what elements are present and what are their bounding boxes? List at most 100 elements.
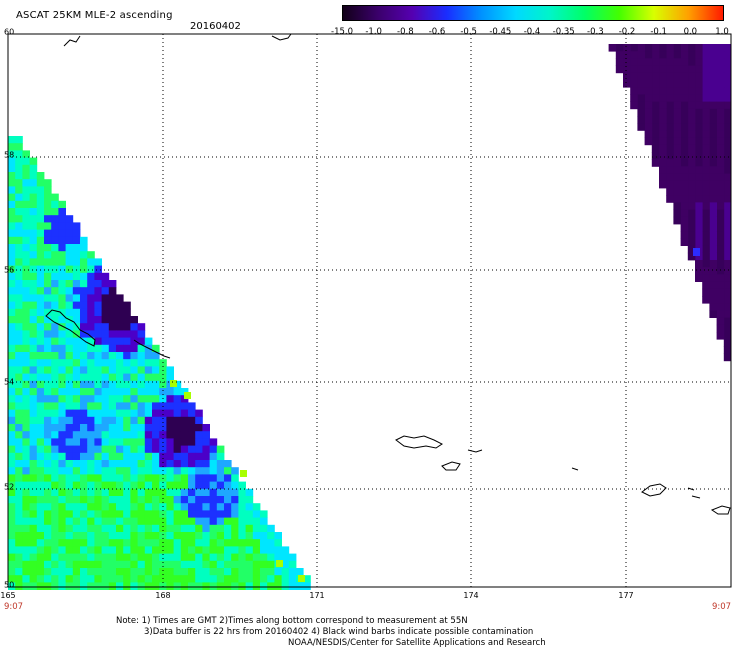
swath-cell xyxy=(608,44,617,52)
swath-cell xyxy=(108,301,117,310)
swath-cell xyxy=(623,72,631,81)
swath-cell xyxy=(116,424,124,432)
swath-cell xyxy=(702,101,710,110)
swath-cell xyxy=(8,380,16,389)
swath-cell xyxy=(137,409,146,418)
swath-cell xyxy=(195,546,203,554)
swath-cell xyxy=(630,44,638,52)
swath-cell xyxy=(36,308,45,317)
swath-cell xyxy=(709,87,717,95)
swath-cell xyxy=(58,467,66,475)
swath-cell xyxy=(36,416,45,425)
swath-cell xyxy=(116,294,124,302)
swath-cell xyxy=(22,388,30,396)
swath-cell xyxy=(137,524,146,533)
swath-cell xyxy=(51,229,59,238)
swath-cell xyxy=(680,108,689,117)
swath-cell xyxy=(51,308,59,317)
swath-cell xyxy=(637,94,645,102)
swath-cell xyxy=(137,553,146,562)
swath-cell xyxy=(173,380,182,389)
swath-cell xyxy=(723,317,732,326)
swath-cell xyxy=(51,582,59,590)
swath-cell xyxy=(180,438,189,446)
swath-cell xyxy=(716,238,725,246)
swath-cell xyxy=(58,344,66,353)
swath-cell xyxy=(260,532,268,540)
swath-cell xyxy=(87,316,95,324)
swath-cell xyxy=(36,272,45,281)
swath-cell xyxy=(673,58,681,66)
swath-cell xyxy=(159,524,167,533)
swath-cell xyxy=(637,108,645,117)
swath-cell xyxy=(166,388,174,396)
swath-cell xyxy=(137,467,146,475)
swath-cell xyxy=(615,58,624,66)
swath-cell xyxy=(716,101,725,110)
swath-cell xyxy=(680,195,689,203)
swath-cell xyxy=(15,582,23,590)
swath-cell xyxy=(216,560,225,569)
swath-cell xyxy=(116,560,124,569)
swath-cell xyxy=(65,503,74,511)
swath-cell xyxy=(123,575,131,583)
swath-cell xyxy=(630,80,638,88)
swath-cell xyxy=(8,308,16,317)
swath-cell xyxy=(695,72,703,81)
swath-cell xyxy=(630,94,638,102)
swath-cell xyxy=(72,402,81,410)
swath-cell xyxy=(36,560,45,569)
swath-cell xyxy=(15,150,23,158)
swath-cell xyxy=(36,553,45,562)
swath-cell xyxy=(44,488,52,497)
swath-cell xyxy=(130,352,138,360)
swath-cell xyxy=(101,280,110,288)
swath-cell xyxy=(123,409,131,418)
swath-cell xyxy=(87,496,95,504)
coastline-path xyxy=(271,33,292,41)
swath-cell xyxy=(673,101,681,110)
swath-cell xyxy=(298,575,305,582)
swath-cell xyxy=(29,330,38,338)
swath-cell xyxy=(65,380,74,389)
swath-cell xyxy=(58,568,66,576)
swath-cell xyxy=(108,481,117,490)
swath-cell xyxy=(94,395,102,403)
swath-cell xyxy=(8,280,16,288)
swath-cell xyxy=(224,568,232,576)
swath-cell xyxy=(72,330,81,338)
swath-cell xyxy=(644,51,653,59)
swath-cell xyxy=(94,258,102,266)
swath-cell xyxy=(166,373,174,382)
swath-cell xyxy=(723,72,732,81)
swath-cell xyxy=(44,222,52,230)
swath-cell xyxy=(687,231,696,239)
swath-cell xyxy=(36,280,45,288)
swath-cell xyxy=(195,539,203,547)
swath-cell xyxy=(702,44,710,52)
swath-cell xyxy=(65,373,74,382)
swath-cell xyxy=(22,215,30,223)
swath-cell xyxy=(644,123,653,131)
swath-cell xyxy=(72,452,81,461)
swath-cell xyxy=(51,352,59,360)
swath-cell xyxy=(693,248,700,256)
swath-cell xyxy=(716,159,725,167)
swath-cell xyxy=(94,460,102,468)
swath-cell xyxy=(130,380,138,389)
swath-cell xyxy=(137,503,146,511)
swath-cell xyxy=(22,280,30,288)
swath-cell xyxy=(152,445,160,454)
swath-cell xyxy=(8,143,16,151)
swath-cell xyxy=(673,180,681,189)
swath-cell xyxy=(144,431,153,439)
swath-cell xyxy=(22,560,30,569)
swath-cell xyxy=(36,460,45,468)
swath-cell xyxy=(195,438,203,446)
swath-cell xyxy=(87,395,95,403)
swath-cell xyxy=(152,424,160,432)
swath-cell xyxy=(673,137,681,146)
swath-cell xyxy=(716,51,725,59)
swath-cell xyxy=(716,332,725,340)
swath-cell xyxy=(137,438,146,446)
